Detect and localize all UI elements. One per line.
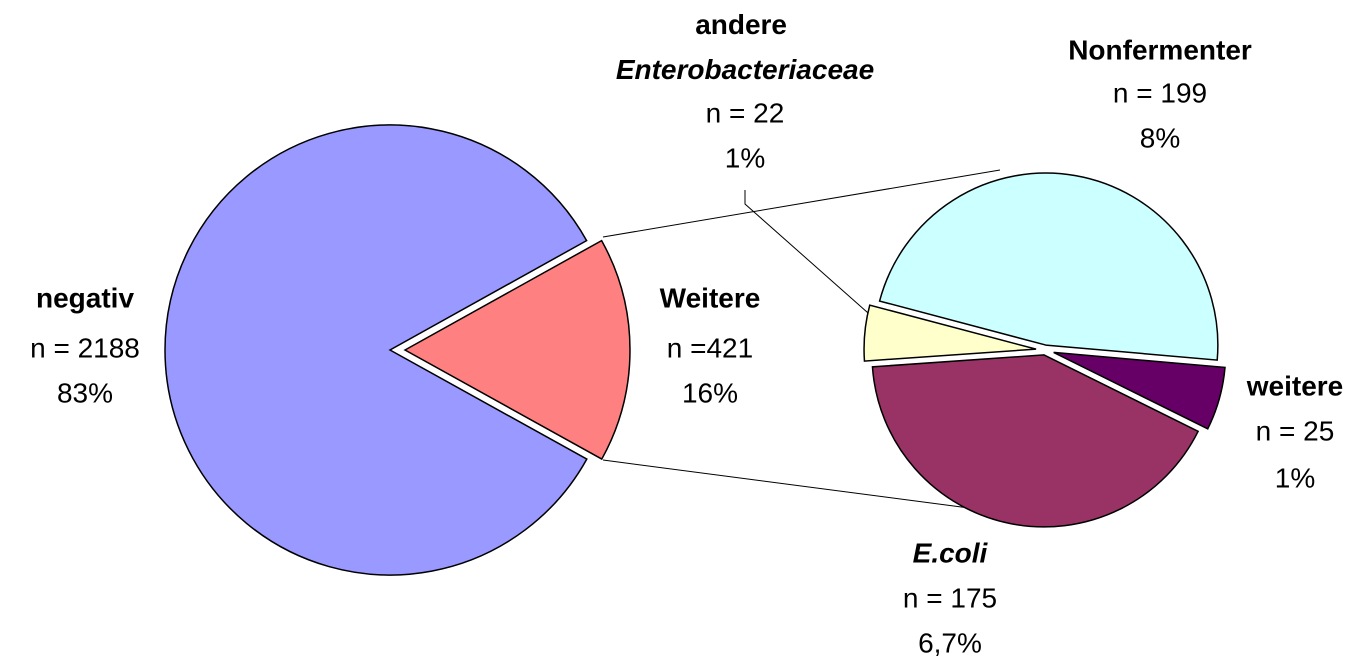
pie-slice xyxy=(878,172,1219,361)
category-label-line: andere xyxy=(695,9,795,40)
value-label: n =421 xyxy=(667,332,753,363)
percent-label: 1% xyxy=(1275,462,1315,493)
value-label: n = 22 xyxy=(706,97,785,128)
percent-label: 8% xyxy=(1140,122,1180,153)
pie-slice xyxy=(871,354,1200,528)
value-label: n = 2188 xyxy=(30,332,140,363)
percent-label: 83% xyxy=(57,377,113,408)
percent-label: 6,7% xyxy=(918,627,982,658)
pie-slice xyxy=(1053,351,1226,430)
value-label: n = 25 xyxy=(1256,415,1335,446)
category-label: negativ xyxy=(36,282,134,313)
leader-line xyxy=(744,190,886,329)
pie-slice xyxy=(403,239,631,461)
connector-line xyxy=(602,459,1031,517)
category-label: E.coli xyxy=(913,537,989,568)
value-label: n = 175 xyxy=(903,582,997,613)
category-label: Weitere xyxy=(660,282,761,313)
category-label-line: Enterobacteriaceae xyxy=(616,54,874,85)
percent-label: 16% xyxy=(682,377,738,408)
pie-slice xyxy=(863,304,1037,362)
category-label: Nonfermenter xyxy=(1068,34,1252,65)
value-label: n = 199 xyxy=(1113,77,1207,108)
category-label: weitere xyxy=(1246,370,1344,401)
percent-label: 1% xyxy=(725,142,765,173)
category-label: andere Enterobacteriaceae xyxy=(616,9,874,85)
connector-line xyxy=(602,169,1001,238)
pie-slice xyxy=(164,124,588,576)
